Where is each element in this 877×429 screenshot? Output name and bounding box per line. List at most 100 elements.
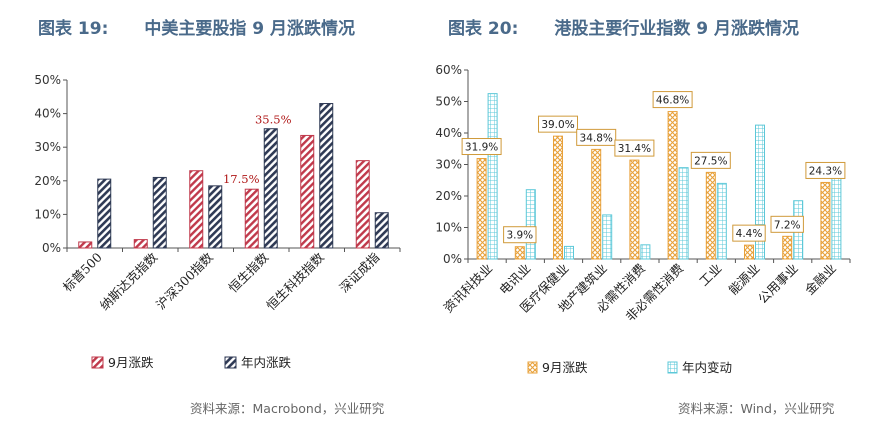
legend-label: 年内变动 xyxy=(682,360,732,375)
x-category-label: 公用事业 xyxy=(755,261,801,307)
legend: 9月涨跌 年内涨跌 xyxy=(91,355,292,370)
svg-text:31.4%: 31.4% xyxy=(618,143,651,155)
svg-text:7.2%: 7.2% xyxy=(774,219,801,231)
bar-chart-right: 0%10%20%30%40%50%60%资讯科技业 电讯业医疗保健业地产建筑业必需… xyxy=(435,63,851,375)
bar-series1 xyxy=(782,235,793,260)
legend-swatch xyxy=(91,356,104,369)
y-tick-label: 50% xyxy=(435,95,462,109)
bar-series2 xyxy=(602,214,613,260)
bar-series1 xyxy=(133,239,148,249)
legend-label: 9月涨跌 xyxy=(542,360,588,375)
data-label: 31.4% xyxy=(614,139,655,157)
bar-series1 xyxy=(705,171,716,260)
x-category-label: 纳斯达克指数 xyxy=(97,249,161,313)
bar-series2 xyxy=(640,244,651,260)
svg-text:3.9%: 3.9% xyxy=(506,230,533,242)
data-label: 46.8% xyxy=(652,91,693,109)
x-category-label: 沪深300指数 xyxy=(153,249,216,312)
source-note-left: 资料来源：Macrobond，兴业研究 xyxy=(190,401,385,416)
svg-text:31.9%: 31.9% xyxy=(465,142,498,154)
y-tick-label: 40% xyxy=(34,107,61,121)
y-tick-label: 10% xyxy=(34,207,61,221)
bar-annotation: 17.5% xyxy=(223,172,260,186)
svg-text:27.5%: 27.5% xyxy=(694,155,727,167)
y-tick-label: 50% xyxy=(34,73,61,87)
svg-text:34.8%: 34.8% xyxy=(580,132,613,144)
bar-series2 xyxy=(716,182,727,260)
svg-text:4.4%: 4.4% xyxy=(736,228,763,240)
figure-title: 中美主要股指 9 月涨跌情况 xyxy=(144,19,356,39)
bar-series1 xyxy=(514,246,525,260)
y-tick-label: 60% xyxy=(435,63,462,77)
y-tick-label: 30% xyxy=(435,158,462,172)
data-label: 31.9% xyxy=(461,138,502,156)
legend-swatch xyxy=(224,356,237,369)
y-tick-label: 30% xyxy=(34,140,61,154)
bar-annotation: 35.5% xyxy=(255,113,292,127)
data-label: 4.4% xyxy=(732,224,766,242)
bar-series2 xyxy=(97,178,112,249)
legend-label: 9月涨跌 xyxy=(108,355,154,370)
x-category-label: 标普500 xyxy=(60,249,105,294)
bar-series2 xyxy=(374,212,389,249)
figure-label: 图表 19: xyxy=(38,19,109,39)
data-label: 24.3% xyxy=(805,161,846,179)
chart-panel-left: 图表 19: 中美主要股指 9 月涨跌情况 0% 10% 20% 30% 40% 50% 标普… xyxy=(0,0,430,429)
legend-label: 年内涨跌 xyxy=(241,355,292,370)
bar-series1 xyxy=(476,158,487,260)
bar-series2 xyxy=(831,168,842,260)
legend-swatch xyxy=(667,361,678,374)
bar-series2 xyxy=(487,93,498,260)
svg-text:46.8%: 46.8% xyxy=(656,95,689,107)
bar-series1 xyxy=(189,170,204,249)
data-label: 7.2% xyxy=(770,215,804,233)
bar-series1 xyxy=(820,181,831,260)
y-tick-label: 20% xyxy=(435,189,462,203)
x-category-label: 恒生指数 xyxy=(225,249,271,295)
data-label: 34.8% xyxy=(576,128,617,146)
bar-series1 xyxy=(591,148,602,260)
bar-series1 xyxy=(78,241,93,249)
chart-title-right: 图表 20: 港股主要行业指数 9 月涨跌情况 xyxy=(448,14,799,39)
chart-title-left: 图表 19: 中美主要股指 9 月涨跌情况 xyxy=(38,14,355,39)
bar-series1 xyxy=(667,111,678,260)
bar-series1 xyxy=(355,160,370,249)
data-label: 3.9% xyxy=(503,226,537,244)
data-label: 27.5% xyxy=(690,151,731,169)
figure-label: 图表 20: xyxy=(448,19,519,39)
bar-series1 xyxy=(553,135,563,260)
x-category-label: 深证成指 xyxy=(336,250,382,296)
x-category-label: 金融业 xyxy=(802,261,839,298)
bar-series1 xyxy=(300,134,315,249)
y-tick-label: 40% xyxy=(435,126,462,140)
bar-series1 xyxy=(744,244,754,260)
bar-series2 xyxy=(564,245,574,260)
svg-text:24.3%: 24.3% xyxy=(809,165,842,177)
source-note-right: 资料来源：Wind，兴业研究 xyxy=(678,401,835,416)
y-tick-label: 10% xyxy=(435,221,462,235)
bar-series2 xyxy=(525,189,536,260)
bar-series2 xyxy=(678,167,689,260)
x-category-label: 能源业 xyxy=(725,261,762,298)
figure-title: 港股主要行业指数 9 月涨跌情况 xyxy=(554,19,800,39)
svg-text:39.0%: 39.0% xyxy=(541,119,574,131)
legend: 9月涨跌 年内变动 xyxy=(527,360,732,375)
bar-series2 xyxy=(152,176,167,249)
y-tick-label: 0% xyxy=(42,241,61,255)
x-category-label: 资讯科技业 xyxy=(440,261,495,316)
data-label: 39.0% xyxy=(538,115,578,133)
bar-series1 xyxy=(244,188,259,249)
x-category-label: 工业 xyxy=(696,261,724,289)
x-category-label: 恒生科技指数 xyxy=(263,249,327,313)
bar-series2 xyxy=(208,185,223,249)
bar-series2 xyxy=(755,124,765,260)
legend-swatch xyxy=(527,361,538,374)
y-tick-label: 20% xyxy=(34,174,61,188)
x-category-label: 电讯业 xyxy=(496,261,533,298)
chart-panel-right: 图表 20: 港股主要行业指数 9 月涨跌情况 0% 10% 20% 30% 40% 50%… xyxy=(430,0,877,429)
y-tick-label: 0% xyxy=(443,252,462,266)
bar-series2 xyxy=(263,128,278,249)
bar-series2 xyxy=(319,103,334,249)
bar-series1 xyxy=(629,159,640,260)
